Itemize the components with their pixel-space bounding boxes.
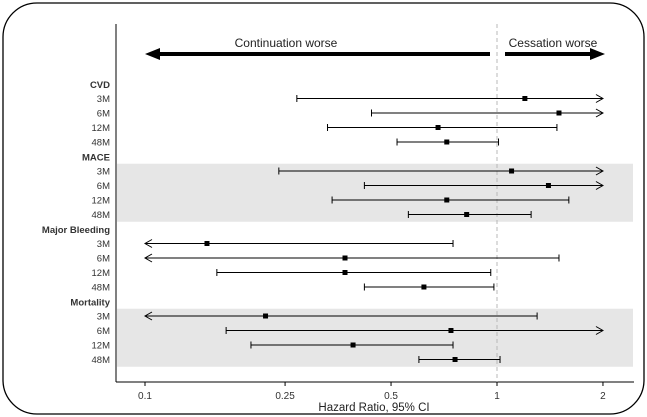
row-label-mortality-12m: 12M	[92, 341, 111, 352]
x-tick-label-0.1: 0.1	[138, 391, 152, 402]
x-tick-label-0.5: 0.5	[384, 391, 398, 402]
point-estimate-major-bleeding-48m	[421, 284, 427, 290]
point-estimate-mortality-48m	[452, 357, 458, 362]
ci-arrow-left-major-bleeding-6m	[143, 253, 153, 263]
ci-arrow-left-mortality-3m	[143, 311, 153, 321]
group-label-mortality: Mortality	[70, 298, 110, 309]
row-label-major-bleeding-3m: 3M	[97, 239, 110, 250]
direction-label-right: Cessation worse	[509, 36, 598, 50]
point-estimate-cvd-12m	[435, 125, 441, 130]
row-label-cvd-48m: 48M	[92, 138, 111, 149]
row-label-cvd-3m: 3M	[97, 94, 110, 105]
row-label-major-bleeding-48m: 48M	[92, 283, 111, 294]
row-label-mortality-48m: 48M	[92, 355, 111, 366]
point-estimate-major-bleeding-6m	[342, 255, 348, 261]
direction-arrowhead-right	[590, 48, 605, 60]
x-tick-label-2: 2	[600, 391, 606, 402]
x-tick-label-1: 1	[494, 391, 500, 402]
ci-arrow-right-mace-3m	[595, 166, 604, 176]
direction-label-left: Continuation worse	[235, 36, 338, 50]
group-label-mace: MACE	[82, 153, 110, 164]
ci-arrow-right-mace-6m	[595, 181, 604, 190]
point-estimate-cvd-3m	[522, 96, 528, 101]
group-shading-mace	[117, 163, 633, 222]
point-estimate-mortality-12m	[350, 342, 356, 348]
point-estimate-cvd-48m	[444, 139, 450, 145]
point-estimate-major-bleeding-3m	[204, 241, 210, 246]
x-axis-label: Hazard Ratio, 95% CI	[318, 402, 429, 414]
row-label-major-bleeding-12m: 12M	[92, 268, 111, 279]
point-estimate-mace-6m	[545, 183, 551, 188]
point-estimate-mace-3m	[509, 168, 515, 174]
point-estimate-cvd-6m	[556, 110, 562, 116]
row-label-mortality-3m: 3M	[97, 312, 110, 323]
ci-arrow-right-cvd-3m	[595, 94, 604, 103]
group-label-cvd: CVD	[90, 80, 110, 91]
x-tick-label-0.25: 0.25	[275, 391, 295, 402]
point-estimate-mortality-6m	[448, 328, 454, 333]
row-label-mace-48m: 48M	[92, 210, 111, 221]
group-shading-mortality	[117, 308, 633, 367]
row-label-mace-6m: 6M	[97, 181, 110, 192]
ci-arrow-right-cvd-6m	[595, 108, 604, 118]
point-estimate-mace-48m	[464, 212, 470, 217]
row-label-mace-12m: 12M	[92, 196, 111, 207]
row-label-cvd-12m: 12M	[92, 123, 111, 134]
group-label-major-bleeding: Major Bleeding	[42, 225, 110, 236]
point-estimate-mortality-3m	[263, 313, 269, 319]
row-label-major-bleeding-6m: 6M	[97, 254, 110, 265]
point-estimate-major-bleeding-12m	[342, 270, 348, 275]
ci-arrow-left-major-bleeding-3m	[143, 239, 153, 248]
row-label-mortality-6m: 6M	[97, 326, 110, 337]
row-label-cvd-6m: 6M	[97, 109, 110, 120]
direction-arrowhead-left	[145, 48, 160, 60]
point-estimate-mace-12m	[444, 197, 450, 203]
row-label-mace-3m: 3M	[97, 167, 110, 178]
ci-arrow-right-mortality-6m	[595, 326, 604, 335]
